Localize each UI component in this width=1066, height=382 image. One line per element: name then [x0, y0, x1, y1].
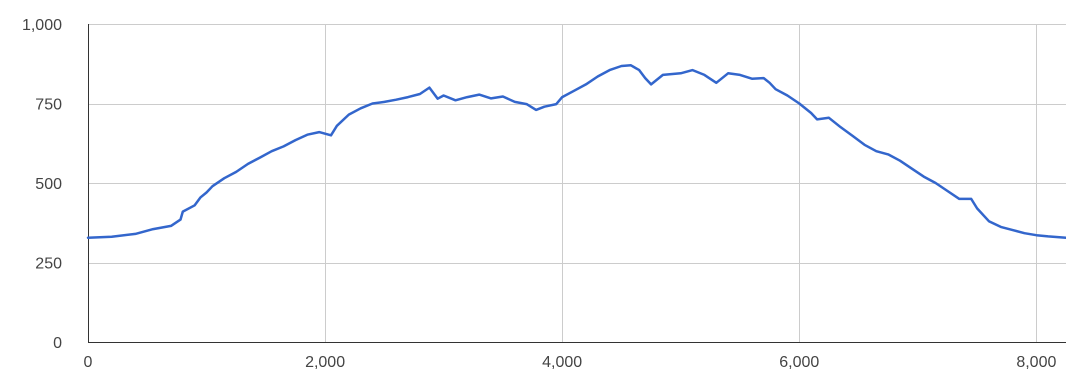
y-tick-label: 750: [35, 97, 62, 114]
axes: [88, 24, 1066, 343]
grid-lines: [88, 24, 1066, 342]
series-layer: [86, 64, 1066, 239]
y-tick-label: 1,000: [22, 17, 62, 34]
x-tick-label: 2,000: [305, 354, 345, 371]
y-tick-label: 500: [35, 176, 62, 193]
y-tick-label: 0: [53, 335, 62, 352]
x-tick-label: 0: [84, 354, 93, 371]
y-tick-label: 250: [35, 256, 62, 273]
x-tick-label: 6,000: [779, 354, 819, 371]
x-tick-label: 8,000: [1016, 354, 1056, 371]
x-tick-label: 4,000: [542, 354, 582, 371]
series-line-0: [86, 64, 1066, 239]
tick-labels: 0 250 500 750 1,000 0 2,000 4,000 6,000 8,000: [22, 17, 1057, 371]
